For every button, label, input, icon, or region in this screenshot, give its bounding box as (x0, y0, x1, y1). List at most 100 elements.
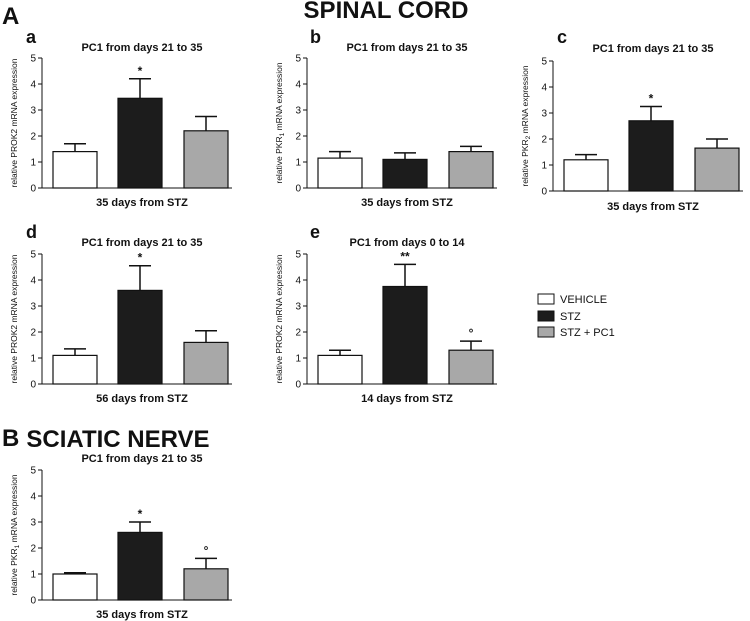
significance-marker-B-1: * (138, 507, 143, 521)
y-axis-label-c: relative PKR2 mRNA expression (520, 65, 532, 187)
significance-marker-d-1: * (138, 251, 143, 265)
y-tick-label-d: 4 (30, 276, 36, 287)
chart-a: a PC1 from days 21 to 35 35 days from STZ r… (9, 27, 232, 209)
y-tick-label-d: 3 (30, 302, 36, 313)
y-tick-label-b: 4 (295, 80, 301, 91)
bar-d-stz-pc1 (183, 341, 229, 385)
section-b-letter: B (2, 425, 19, 452)
x-axis-label-B: 35 days from STZ (96, 609, 188, 621)
y-tick-label-B: 3 (30, 518, 36, 529)
bar-c-stz (628, 120, 674, 192)
panel-label-d: d (26, 222, 37, 242)
y-tick-label-b: 5 (295, 54, 301, 65)
x-axis-label-b: 35 days from STZ (361, 197, 453, 209)
chart-d: d PC1 from days 21 to 35 56 days from STZ r… (9, 222, 232, 405)
bar-e-stz (382, 285, 428, 385)
y-tick-label-d: 0 (30, 380, 36, 391)
bar-a-stz-pc1 (183, 130, 229, 189)
panel-label-a: a (26, 27, 37, 47)
bar-b-vehicle (317, 157, 363, 189)
y-tick-label-c: 4 (541, 83, 547, 94)
panel-label-e: e (310, 222, 320, 242)
bar-a-stz (117, 97, 163, 189)
y-tick-label-b: 3 (295, 106, 301, 117)
significance-marker-e-2: ° (469, 326, 474, 340)
bar-B-stz-pc1 (183, 568, 229, 601)
y-tick-label-e: 1 (295, 354, 301, 365)
y-tick-label-B: 4 (30, 492, 36, 503)
y-tick-label-a: 1 (30, 158, 36, 169)
chart-c: c PC1 from days 21 to 35 35 days from STZ r… (520, 27, 743, 213)
bar-b-stz-pc1 (448, 151, 494, 189)
chart-title-b: PC1 from days 21 to 35 (346, 42, 467, 54)
section-b-title: SCIATIC NERVE (26, 426, 209, 453)
bar-e-stz-pc1 (448, 349, 494, 385)
legend-label-vehicle: VEHICLE (560, 294, 607, 306)
significance-marker-e-1: ** (400, 249, 410, 263)
bar-b-stz (382, 158, 428, 189)
bar-c-vehicle (563, 159, 609, 192)
charts-group: a PC1 from days 21 to 35 35 days from STZ r… (9, 27, 743, 621)
y-tick-label-c: 1 (541, 161, 547, 172)
chart-title-e: PC1 from days 0 to 14 (350, 237, 466, 249)
y-tick-label-c: 2 (541, 135, 547, 146)
y-axis-label-a: relative PROK2 mRNA expression (9, 58, 19, 187)
bar-d-stz (117, 289, 163, 385)
y-tick-label-e: 5 (295, 250, 301, 261)
bar-B-stz (117, 531, 163, 601)
chart-title-a: PC1 from days 21 to 35 (81, 42, 202, 54)
panel-label-b: b (310, 27, 321, 47)
y-tick-label-d: 5 (30, 250, 36, 261)
y-tick-label-a: 4 (30, 80, 36, 91)
y-tick-label-d: 2 (30, 328, 36, 339)
legend-swatch-stz (537, 310, 555, 322)
y-tick-label-e: 3 (295, 302, 301, 313)
y-tick-label-b: 2 (295, 132, 301, 143)
y-tick-label-e: 0 (295, 380, 301, 391)
y-axis-label-e: relative PROK2 mRNA expression (274, 254, 284, 383)
y-tick-label-c: 0 (541, 187, 547, 198)
y-tick-label-e: 2 (295, 328, 301, 339)
chart-B: PC1 from days 21 to 35 35 days from STZ re… (9, 453, 232, 621)
legend-swatch-stz-pc1 (537, 326, 555, 338)
bar-d-vehicle (52, 354, 98, 385)
y-tick-label-c: 3 (541, 109, 547, 120)
x-axis-label-e: 14 days from STZ (361, 393, 453, 405)
x-axis-label-a: 35 days from STZ (96, 197, 188, 209)
legend-label-stz: STZ (560, 311, 581, 323)
legend: VEHICLE STZ STZ + PC1 (537, 293, 615, 339)
legend-swatch-vehicle (537, 293, 555, 305)
bar-e-vehicle (317, 354, 363, 385)
bar-B-vehicle (52, 573, 98, 601)
y-tick-label-B: 5 (30, 466, 36, 477)
bar-a-vehicle (52, 151, 98, 189)
y-tick-label-B: 0 (30, 596, 36, 607)
significance-marker-B-2: ° (204, 543, 209, 557)
y-tick-label-a: 3 (30, 106, 36, 117)
section-a-letter: A (2, 3, 19, 30)
y-axis-label-B: relative PKR1 mRNA expression (9, 474, 21, 596)
chart-title-B: PC1 from days 21 to 35 (81, 453, 202, 465)
y-axis-label-d: relative PROK2 mRNA expression (9, 254, 19, 383)
bar-c-stz-pc1 (694, 147, 740, 192)
chart-e: e PC1 from days 0 to 14 14 days from STZ re… (274, 222, 497, 405)
legend-label-stz-pc1: STZ + PC1 (560, 327, 615, 339)
y-tick-label-e: 4 (295, 276, 301, 287)
y-tick-label-a: 2 (30, 132, 36, 143)
y-tick-label-a: 0 (30, 184, 36, 195)
y-tick-label-a: 5 (30, 54, 36, 65)
significance-marker-a-1: * (138, 64, 143, 78)
y-tick-label-b: 0 (295, 184, 301, 195)
y-tick-label-d: 1 (30, 354, 36, 365)
panel-label-c: c (557, 27, 567, 47)
y-axis-label-b: relative PKR1 mRNA expression (274, 62, 286, 184)
y-tick-label-b: 1 (295, 158, 301, 169)
section-a-title: SPINAL CORD (304, 0, 469, 24)
significance-marker-c-1: * (649, 92, 654, 106)
chart-b: b PC1 from days 21 to 35 35 days from STZ r… (274, 27, 497, 209)
chart-title-d: PC1 from days 21 to 35 (81, 237, 202, 249)
x-axis-label-d: 56 days from STZ (96, 393, 188, 405)
y-tick-label-B: 2 (30, 544, 36, 555)
x-axis-label-c: 35 days from STZ (607, 201, 699, 213)
